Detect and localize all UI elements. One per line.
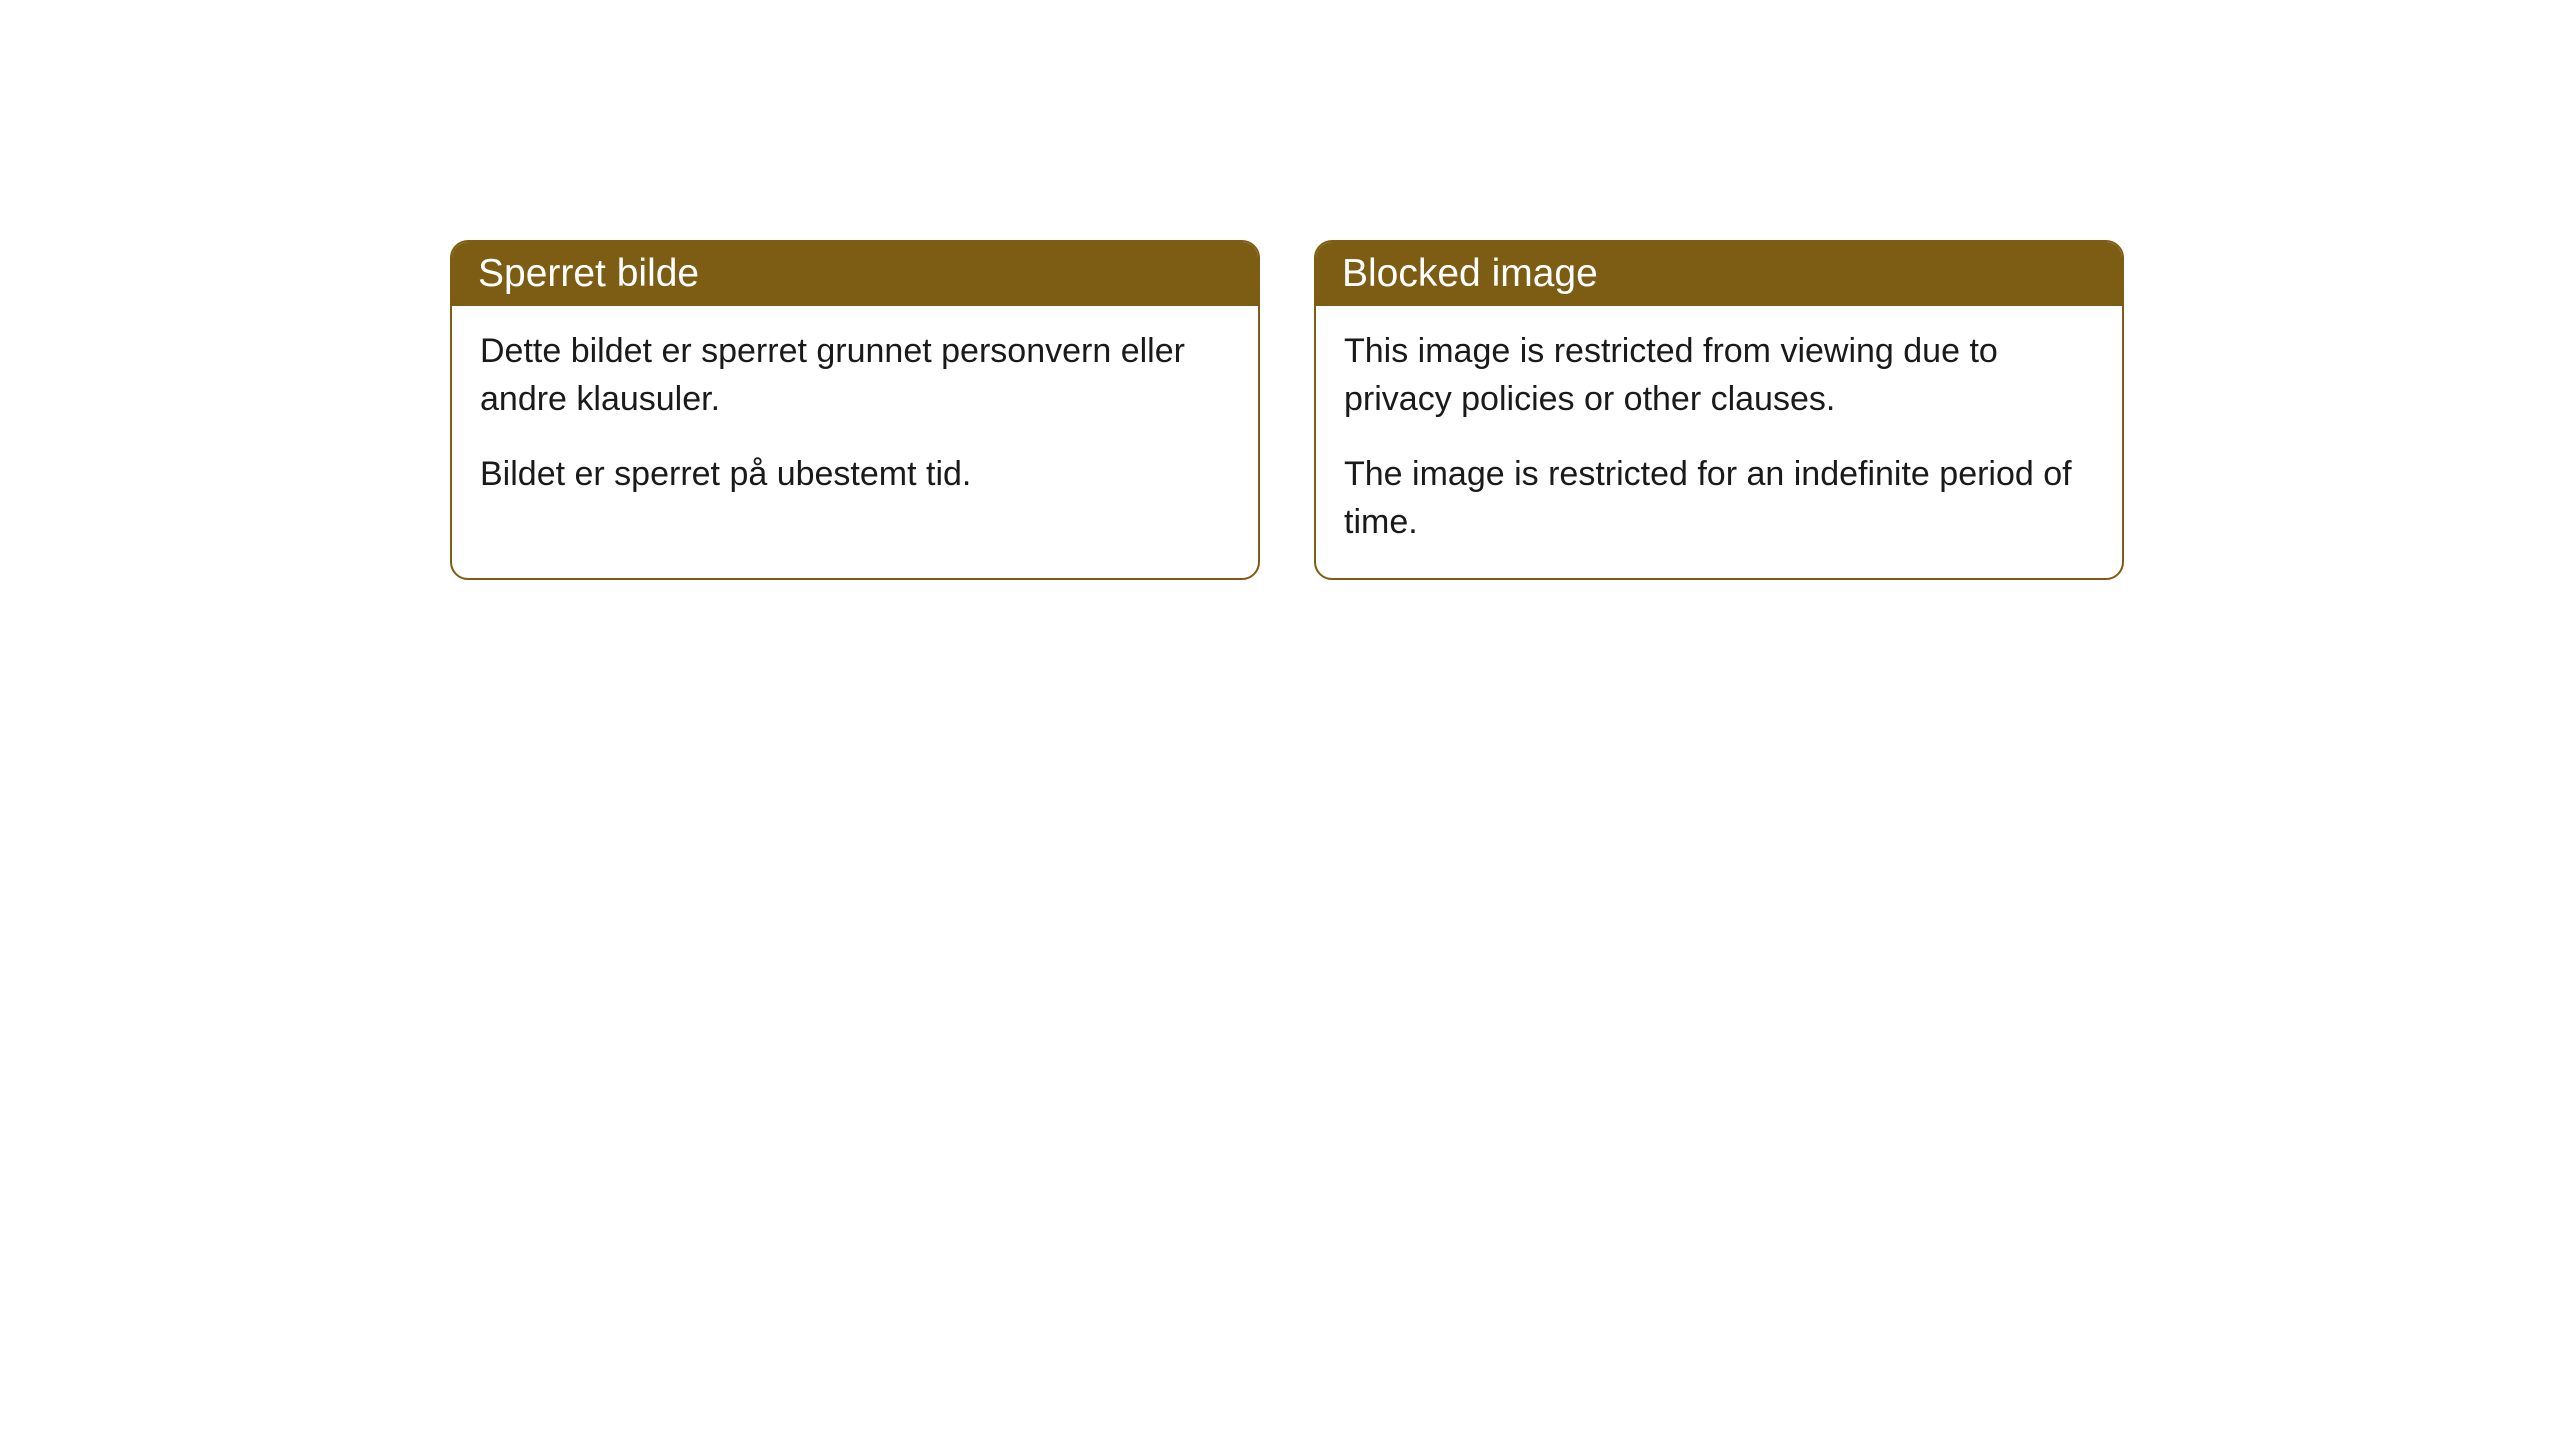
card-paragraph-2-no: Bildet er sperret på ubestemt tid. (480, 451, 1230, 499)
card-body-en: This image is restricted from viewing du… (1316, 306, 2122, 578)
card-paragraph-1-en: This image is restricted from viewing du… (1344, 328, 2094, 423)
card-paragraph-1-no: Dette bildet er sperret grunnet personve… (480, 328, 1230, 423)
blocked-image-card-en: Blocked image This image is restricted f… (1314, 240, 2124, 580)
card-header-no: Sperret bilde (452, 242, 1258, 306)
cards-container: Sperret bilde Dette bildet er sperret gr… (0, 0, 2560, 580)
blocked-image-card-no: Sperret bilde Dette bildet er sperret gr… (450, 240, 1260, 580)
card-body-no: Dette bildet er sperret grunnet personve… (452, 306, 1258, 531)
card-paragraph-2-en: The image is restricted for an indefinit… (1344, 451, 2094, 546)
card-header-en: Blocked image (1316, 242, 2122, 306)
